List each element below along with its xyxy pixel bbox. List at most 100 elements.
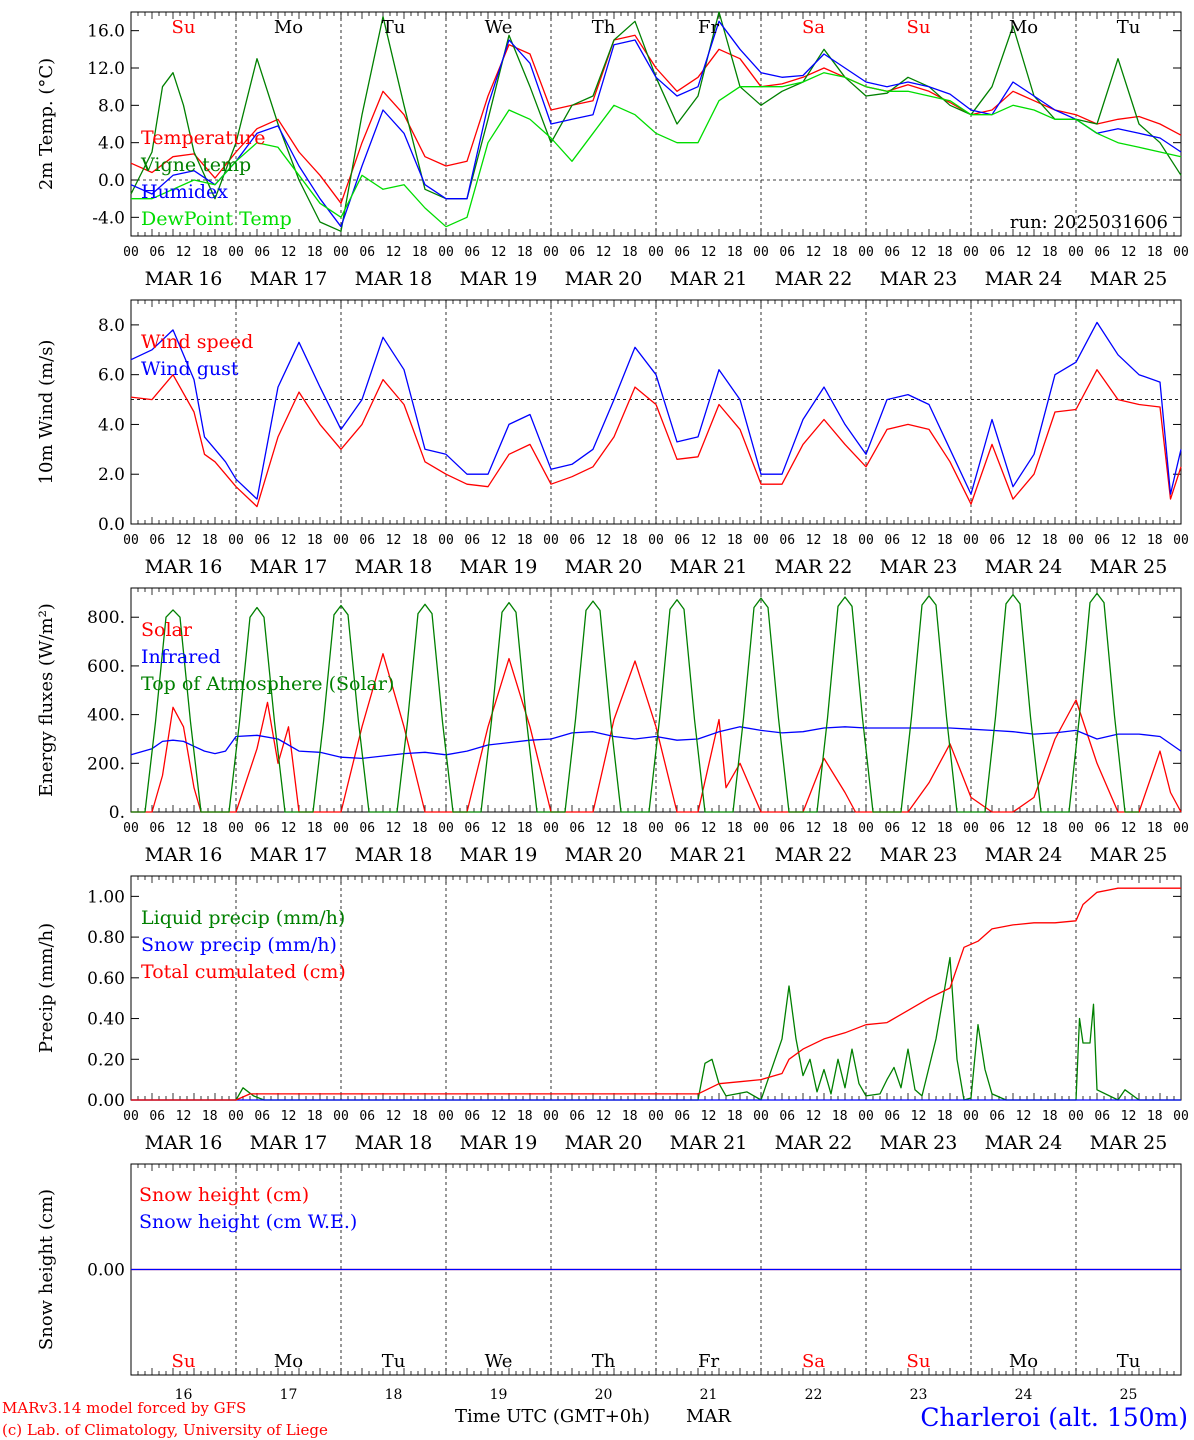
hour-label: 12 xyxy=(806,821,822,836)
hour-label: 00 xyxy=(963,533,979,548)
date-label: MAR 25 xyxy=(1090,844,1168,866)
date-label: MAR 18 xyxy=(355,844,433,866)
day-name: Su xyxy=(172,1351,196,1372)
hour-label: 12 xyxy=(281,245,297,260)
hour-label: 18 xyxy=(832,821,848,836)
day-number: 18 xyxy=(385,1387,403,1403)
hour-label: 06 xyxy=(254,245,270,260)
hour-label: 18 xyxy=(202,533,218,548)
y-tick-label: 8.0 xyxy=(98,316,125,336)
day-number: 17 xyxy=(280,1387,298,1403)
hour-label: 06 xyxy=(359,821,375,836)
panel-1: 16.0 12.0 8.0 4.0 0.0 -4.0 2m Temp. (°C) Temper… xyxy=(36,11,1189,290)
hour-label: 12 xyxy=(911,245,927,260)
hour-label: 12 xyxy=(596,245,612,260)
date-label: MAR 21 xyxy=(670,1132,748,1154)
y-axis-title: 10m Wind (m/s) xyxy=(36,340,57,485)
hour-label: 00 xyxy=(123,533,139,548)
date-label: MAR 18 xyxy=(355,1132,433,1154)
hour-label: 00 xyxy=(1173,821,1189,836)
series-line-4 xyxy=(131,72,1182,228)
y-axis-title: 2m Temp. (°C) xyxy=(36,58,57,190)
hour-label: 00 xyxy=(1173,1109,1189,1124)
hour-label: 00 xyxy=(543,1109,559,1124)
hour-label: 06 xyxy=(779,1109,795,1124)
hour-label: 12 xyxy=(491,1109,507,1124)
day-name: Su xyxy=(907,17,931,38)
hour-label: 00 xyxy=(753,533,769,548)
hour-label: 18 xyxy=(1147,245,1163,260)
hour-label: 06 xyxy=(674,245,690,260)
hour-label: 06 xyxy=(359,533,375,548)
x-axis-month: MAR xyxy=(686,1406,731,1427)
hour-label: 12 xyxy=(701,533,717,548)
day-number: 21 xyxy=(700,1387,718,1403)
hour-label: 00 xyxy=(753,245,769,260)
hour-label: 18 xyxy=(727,245,743,260)
hour-label: 12 xyxy=(701,245,717,260)
hour-label: 12 xyxy=(176,1109,192,1124)
date-label: MAR 20 xyxy=(565,1132,643,1154)
date-label: MAR 24 xyxy=(985,844,1063,866)
hour-label: 06 xyxy=(884,533,900,548)
hour-label: 18 xyxy=(1042,1109,1058,1124)
date-label: MAR 16 xyxy=(145,556,223,578)
plot-frame xyxy=(130,587,1182,813)
hour-label: 00 xyxy=(753,821,769,836)
hour-label: 18 xyxy=(412,821,428,836)
y-tick-label: 4.0 xyxy=(98,415,125,435)
hour-label: 06 xyxy=(464,821,480,836)
day-name: Mo xyxy=(274,1351,303,1372)
hour-label: 00 xyxy=(228,821,244,836)
hour-label: 00 xyxy=(1068,245,1084,260)
y-tick-label: 0.0 xyxy=(98,515,125,535)
day-name: Th xyxy=(592,17,616,38)
date-label: MAR 16 xyxy=(145,1132,223,1154)
legend-entry: Snow precip (mm/h) xyxy=(141,934,337,956)
hour-label: 12 xyxy=(281,821,297,836)
series-line-1 xyxy=(131,956,1181,1101)
hour-label: 00 xyxy=(438,245,454,260)
panel-5: 0.00 Snow height (cm) Snow height (cm) Snow… xyxy=(36,1163,1182,1403)
hour-label: 00 xyxy=(648,245,664,260)
hour-labels: 00 06 12 18 00 06 12 18 00 06 12 18 00 06 12 18 00 06 12 18… xyxy=(123,821,1189,836)
hour-label: 12 xyxy=(596,1109,612,1124)
hour-label: 12 xyxy=(176,533,192,548)
legend-entry: Temperature xyxy=(141,127,265,149)
x-axis-label: Time UTC (GMT+0h) xyxy=(455,1406,650,1427)
station-title: Charleroi (alt. 150m) xyxy=(920,1403,1188,1432)
date-label: MAR 16 xyxy=(145,844,223,866)
day-name: Mo xyxy=(1009,17,1038,38)
hour-label: 00 xyxy=(1173,533,1189,548)
date-label: MAR 25 xyxy=(1090,1132,1168,1154)
hour-label: 06 xyxy=(359,245,375,260)
hour-label: 00 xyxy=(228,245,244,260)
date-label: MAR 21 xyxy=(670,844,748,866)
hour-label: 18 xyxy=(1147,1109,1163,1124)
date-label: MAR 17 xyxy=(250,268,328,290)
day-number: 20 xyxy=(595,1387,613,1403)
hour-label: 00 xyxy=(438,1109,454,1124)
hour-label: 00 xyxy=(543,821,559,836)
hour-label: 18 xyxy=(307,1109,323,1124)
y-tick-label: 400. xyxy=(87,706,125,726)
hour-label: 18 xyxy=(202,821,218,836)
hour-label: 12 xyxy=(1016,821,1032,836)
hour-label: 06 xyxy=(149,821,165,836)
hour-label: 00 xyxy=(963,821,979,836)
credit-line-1: MARv3.14 model forced by GFS xyxy=(2,1399,246,1417)
meteogram-panels: 16.0 12.0 8.0 4.0 0.0 -4.0 2m Temp. (°C) Temper… xyxy=(36,11,1189,1403)
day-number: 24 xyxy=(1015,1387,1033,1403)
date-label: MAR 23 xyxy=(880,556,958,578)
day-name: Tu xyxy=(1117,17,1141,38)
hour-label: 12 xyxy=(806,1109,822,1124)
hour-label: 12 xyxy=(491,533,507,548)
hour-label: 18 xyxy=(517,245,533,260)
date-label: MAR 19 xyxy=(460,844,538,866)
hour-label: 00 xyxy=(648,821,664,836)
hour-label: 12 xyxy=(1121,1109,1137,1124)
hour-label: 00 xyxy=(438,533,454,548)
series-line-2 xyxy=(130,11,1182,232)
hour-label: 18 xyxy=(937,245,953,260)
